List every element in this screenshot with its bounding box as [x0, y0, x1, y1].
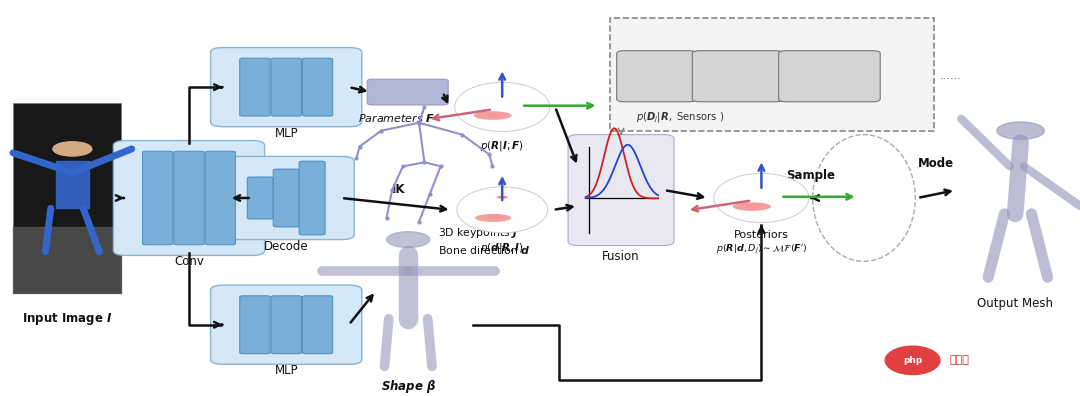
- Text: IMU: IMU: [646, 71, 667, 81]
- FancyBboxPatch shape: [568, 135, 674, 246]
- FancyBboxPatch shape: [273, 169, 299, 227]
- Text: $p(\boldsymbol{D}_j|\boldsymbol{R},\ \mathrm{Sensors}\ )$: $p(\boldsymbol{D}_j|\boldsymbol{R},\ \ma…: [636, 110, 725, 125]
- Text: Mode: Mode: [918, 157, 954, 170]
- Ellipse shape: [716, 174, 807, 222]
- FancyBboxPatch shape: [174, 151, 204, 245]
- FancyBboxPatch shape: [367, 79, 448, 105]
- Ellipse shape: [465, 191, 539, 228]
- Ellipse shape: [460, 85, 544, 129]
- Ellipse shape: [474, 111, 512, 120]
- FancyBboxPatch shape: [240, 58, 270, 116]
- Ellipse shape: [457, 187, 548, 233]
- Text: php: php: [903, 356, 922, 365]
- FancyBboxPatch shape: [299, 161, 325, 235]
- Text: Output Mesh: Output Mesh: [977, 297, 1053, 310]
- Ellipse shape: [457, 187, 548, 233]
- Ellipse shape: [455, 82, 550, 131]
- Text: 中文网: 中文网: [949, 355, 969, 366]
- Ellipse shape: [487, 215, 503, 219]
- Ellipse shape: [714, 173, 809, 223]
- Text: Decode: Decode: [264, 240, 309, 253]
- Ellipse shape: [462, 86, 542, 128]
- Ellipse shape: [469, 193, 536, 227]
- Text: ......: ......: [940, 71, 961, 81]
- Ellipse shape: [885, 345, 941, 375]
- Ellipse shape: [723, 178, 800, 218]
- Ellipse shape: [463, 87, 541, 127]
- FancyBboxPatch shape: [302, 296, 333, 354]
- FancyBboxPatch shape: [13, 103, 121, 293]
- Ellipse shape: [459, 188, 545, 232]
- Ellipse shape: [487, 113, 503, 116]
- Text: Conv: Conv: [174, 255, 204, 268]
- Ellipse shape: [714, 173, 809, 223]
- Ellipse shape: [721, 177, 801, 219]
- Ellipse shape: [727, 180, 796, 216]
- Ellipse shape: [457, 83, 548, 131]
- FancyBboxPatch shape: [779, 51, 880, 102]
- FancyBboxPatch shape: [218, 156, 354, 240]
- Ellipse shape: [733, 202, 771, 211]
- FancyBboxPatch shape: [211, 285, 362, 364]
- Ellipse shape: [463, 190, 541, 229]
- Text: Posteriors: Posteriors: [734, 230, 788, 240]
- Circle shape: [997, 122, 1044, 139]
- Ellipse shape: [725, 179, 798, 217]
- Text: 3D keypoints $\boldsymbol{J}$
Bone direction $\boldsymbol{d}$: 3D keypoints $\boldsymbol{J}$ Bone direc…: [438, 226, 531, 256]
- FancyBboxPatch shape: [692, 51, 783, 102]
- Ellipse shape: [746, 204, 762, 208]
- Text: Input Image $\boldsymbol{I}$: Input Image $\boldsymbol{I}$: [22, 311, 112, 327]
- Text: Shape $\boldsymbol{\beta}$: Shape $\boldsymbol{\beta}$: [381, 378, 435, 395]
- Text: Parameters $\boldsymbol{F}$: Parameters $\boldsymbol{F}$: [359, 112, 435, 124]
- Ellipse shape: [475, 214, 511, 222]
- Text: Sample: Sample: [786, 169, 835, 182]
- FancyBboxPatch shape: [113, 141, 265, 255]
- Text: Marker: Marker: [718, 71, 757, 81]
- FancyBboxPatch shape: [271, 58, 301, 116]
- FancyBboxPatch shape: [617, 51, 697, 102]
- Ellipse shape: [497, 196, 508, 199]
- FancyBboxPatch shape: [240, 296, 270, 354]
- Ellipse shape: [462, 190, 542, 230]
- Ellipse shape: [455, 82, 550, 131]
- Ellipse shape: [719, 176, 804, 220]
- Text: MLP: MLP: [274, 364, 298, 377]
- FancyBboxPatch shape: [271, 296, 301, 354]
- FancyBboxPatch shape: [211, 48, 362, 127]
- Ellipse shape: [460, 188, 544, 231]
- FancyBboxPatch shape: [205, 151, 235, 245]
- Ellipse shape: [717, 175, 806, 221]
- FancyBboxPatch shape: [610, 18, 934, 131]
- Circle shape: [53, 142, 92, 156]
- Text: Fusion: Fusion: [603, 250, 639, 263]
- Text: $p(\boldsymbol{d}|\boldsymbol{R}, \boldsymbol{I})$: $p(\boldsymbol{d}|\boldsymbol{R}, \bolds…: [481, 241, 524, 255]
- FancyBboxPatch shape: [302, 58, 333, 116]
- Text: $p(\boldsymbol{R}|\boldsymbol{I}; \boldsymbol{F})$: $p(\boldsymbol{R}|\boldsymbol{I}; \bolds…: [481, 139, 524, 153]
- Ellipse shape: [467, 192, 538, 228]
- Text: Multi-view
cameras: Multi-view cameras: [805, 65, 854, 88]
- Text: $p(\boldsymbol{R}|\boldsymbol{d}, D_j) \sim \mathcal{MF}(\boldsymbol{F}')$: $p(\boldsymbol{R}|\boldsymbol{d}, D_j) \…: [716, 243, 807, 256]
- Circle shape: [387, 232, 430, 248]
- Ellipse shape: [465, 88, 539, 126]
- FancyBboxPatch shape: [247, 177, 273, 219]
- Ellipse shape: [458, 84, 546, 129]
- Text: IK: IK: [392, 183, 406, 196]
- Text: MLP: MLP: [274, 127, 298, 140]
- Ellipse shape: [468, 89, 537, 125]
- FancyBboxPatch shape: [143, 151, 173, 245]
